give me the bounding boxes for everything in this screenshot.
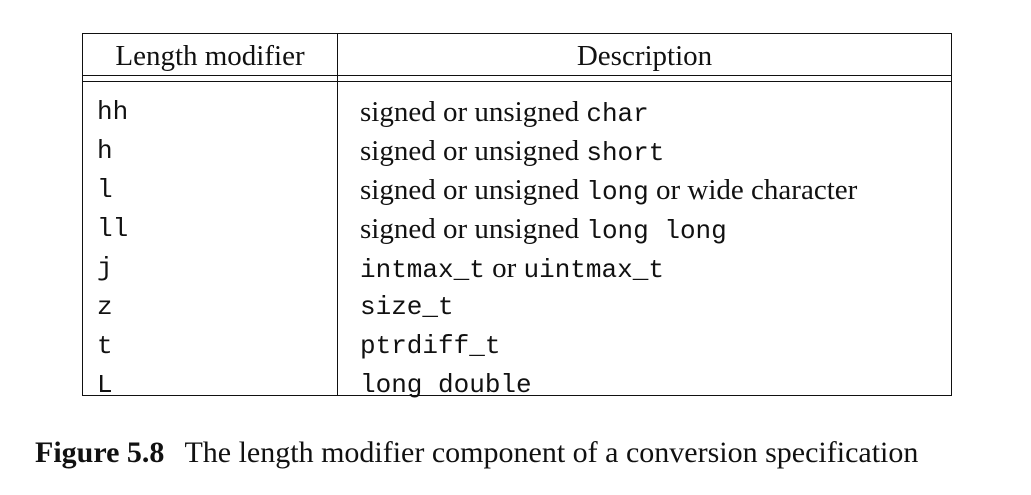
modifier-cell: h (97, 136, 113, 166)
header-rule-top (83, 75, 951, 76)
modifier-cell: t (97, 331, 113, 361)
description-code: intmax_t (360, 255, 485, 285)
description-code: long (586, 177, 649, 207)
description-text: signed or unsigned (360, 96, 587, 128)
description-text: or wide character (648, 174, 858, 206)
description-code: uintmax_t (523, 255, 664, 285)
description-cell: signed or unsigned long or wide characte… (360, 171, 857, 214)
description-cell: intmax_t or uintmax_t (360, 249, 664, 292)
description-code: long double (360, 370, 532, 400)
modifier-cell: j (97, 253, 113, 283)
modifier-cell: l (97, 175, 113, 205)
description-cell: long double (360, 366, 532, 407)
modifier-cell: ll (97, 214, 129, 244)
description-text: signed or unsigned (360, 135, 587, 167)
description-text: or (484, 252, 524, 284)
modifier-cell: hh (97, 97, 129, 127)
figure-caption-text: The length modifier component of a conve… (184, 436, 919, 469)
table-row: ll signed or unsigned long long (83, 210, 951, 249)
table-body: hh signed or unsigned char h signed or unsi… (83, 93, 951, 405)
description-cell: size_t (360, 288, 454, 329)
description-text: signed or unsigned (360, 174, 587, 206)
figure-label: Figure 5.8 (35, 436, 165, 469)
table-row: z size_t (83, 288, 951, 327)
description-cell: signed or unsigned char (360, 93, 649, 136)
header-length-modifier: Length modifier (115, 40, 305, 72)
length-modifier-table: Length modifier Description hh signed or … (82, 33, 952, 400)
description-code: char (586, 99, 649, 129)
table-row: h signed or unsigned short (83, 132, 951, 171)
description-cell: ptrdiff_t (360, 327, 500, 368)
table-row: j intmax_t or uintmax_t (83, 249, 951, 288)
table-row: hh signed or unsigned char (83, 93, 951, 132)
description-text: signed or unsigned (360, 213, 587, 245)
header-description: Description (576, 40, 713, 72)
table-row: l signed or unsigned long or wide charact… (83, 171, 951, 210)
table-row: t ptrdiff_t (83, 327, 951, 366)
description-code: ptrdiff_t (360, 331, 501, 361)
modifier-cell: z (97, 292, 113, 322)
description-code: long long (586, 216, 727, 246)
figure-caption: Figure 5.8 The length modifier component … (35, 436, 918, 470)
header-rule-bottom (83, 81, 951, 82)
description-cell: signed or unsigned short (360, 132, 664, 175)
modifier-cell: L (97, 370, 113, 400)
description-code: short (586, 138, 665, 168)
column-divider (337, 34, 338, 395)
description-code: size_t (360, 292, 454, 322)
description-cell: signed or unsigned long long (360, 210, 727, 253)
